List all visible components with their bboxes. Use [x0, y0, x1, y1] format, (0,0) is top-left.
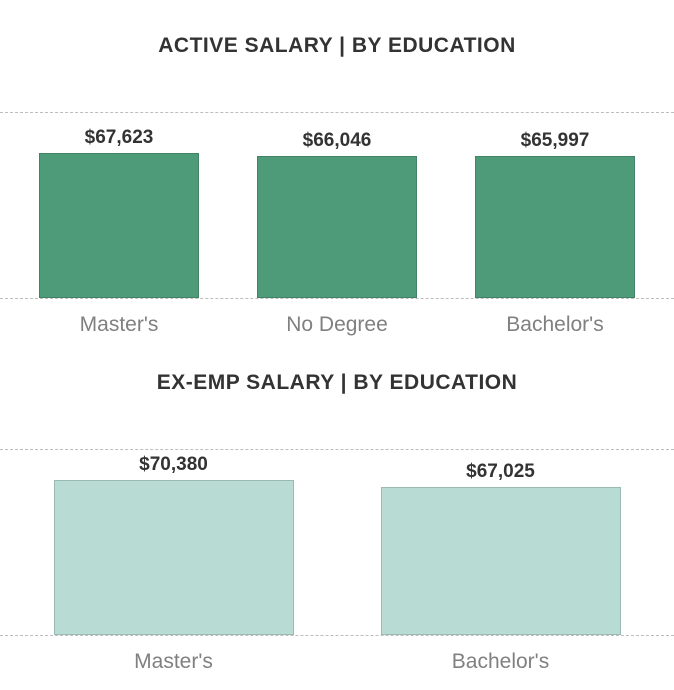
bar-label: No Degree	[228, 313, 446, 337]
chart-exemp-salary: EX-EMP SALARY | BY EDUCATION $70,380 $67…	[0, 337, 674, 674]
bar-slot: $66,046	[228, 113, 446, 298]
bar-value: $66,046	[303, 130, 372, 152]
labels-row: Master's No Degree Bachelor's	[0, 299, 674, 337]
chart-title: EX-EMP SALARY | BY EDUCATION	[0, 337, 674, 449]
bar-label: Bachelor's	[446, 313, 664, 337]
bar-rect	[39, 153, 199, 298]
bar-label: Master's	[10, 650, 337, 674]
chart-active-salary: ACTIVE SALARY | BY EDUCATION $67,623 $66…	[0, 0, 674, 337]
bars-row: $67,623 $66,046 $65,997	[0, 113, 674, 298]
bar-value: $70,380	[139, 454, 208, 476]
bar-label: Master's	[10, 313, 228, 337]
bar-value: $67,623	[85, 127, 154, 149]
bar-slot: $70,380	[10, 450, 337, 635]
bar-rect	[475, 156, 635, 298]
bar-slot: $67,623	[10, 113, 228, 298]
bar-slot: $67,025	[337, 450, 664, 635]
bar-rect	[257, 156, 417, 298]
bar-label: Bachelor's	[337, 650, 664, 674]
chart-title: ACTIVE SALARY | BY EDUCATION	[0, 0, 674, 112]
bars-row: $70,380 $67,025	[0, 450, 674, 635]
bar-rect	[381, 487, 621, 635]
bar-rect	[54, 480, 294, 635]
labels-row: Master's Bachelor's	[0, 636, 674, 674]
bar-value: $67,025	[466, 461, 535, 483]
bar-slot: $65,997	[446, 113, 664, 298]
bar-value: $65,997	[521, 130, 590, 152]
